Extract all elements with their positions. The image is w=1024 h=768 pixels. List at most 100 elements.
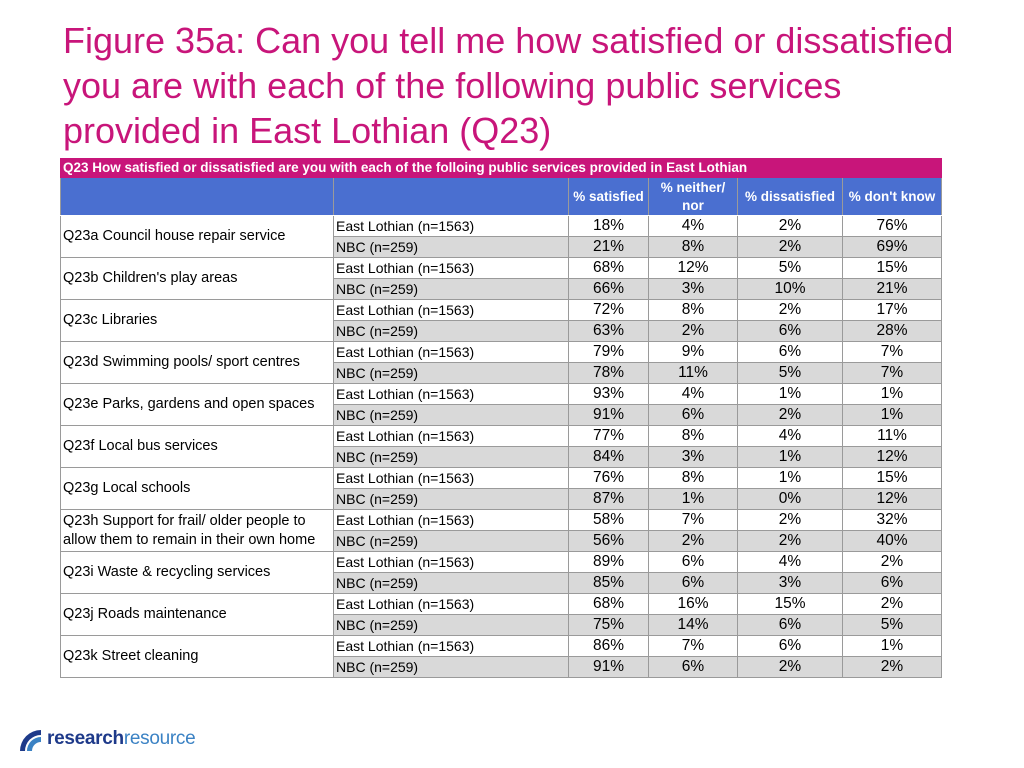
group-label: East Lothian (n=1563) (333, 467, 569, 489)
value-cell: 63% (568, 320, 649, 342)
question-label: Q23h Support for frail/ older people to … (60, 509, 334, 552)
value-cell: 2% (737, 299, 843, 321)
group-label: NBC (n=259) (333, 572, 569, 594)
value-cell: 11% (648, 362, 738, 384)
value-cell: 3% (648, 446, 738, 468)
group-label: East Lothian (n=1563) (333, 341, 569, 363)
value-cell: 77% (568, 425, 649, 447)
value-cell: 3% (737, 572, 843, 594)
table-row: Q23c Libraries East Lothian (n=1563) 72% 8%… (60, 299, 942, 342)
value-cell: 8% (648, 236, 738, 258)
research-resource-logo: researchresource (14, 720, 196, 758)
table-row: Q23g Local schools East Lothian (n=1563) 7… (60, 467, 942, 510)
value-cell: 4% (737, 551, 843, 573)
value-cell: 1% (737, 446, 843, 468)
table-row: Q23j Roads maintenance East Lothian (n=15… (60, 593, 942, 636)
value-cell: 21% (842, 278, 942, 300)
page-title: Figure 35a: Can you tell me how satisfie… (63, 20, 954, 151)
group-label: East Lothian (n=1563) (333, 593, 569, 615)
value-cell: 8% (648, 467, 738, 489)
value-cell: 12% (842, 446, 942, 468)
group-label: NBC (n=259) (333, 446, 569, 468)
table-row: NBC (n=259) 91% 6% 2% 2% (61, 656, 942, 678)
question-label: Q23g Local schools (60, 467, 334, 510)
value-cell: 5% (737, 362, 843, 384)
value-cell: 2% (737, 530, 843, 552)
value-cell: 6% (737, 614, 843, 636)
value-cell: 2% (648, 320, 738, 342)
value-cell: 2% (842, 656, 942, 678)
value-cell: 66% (568, 278, 649, 300)
value-cell: 21% (568, 236, 649, 258)
table-row: NBC (n=259) 63% 2% 6% 28% (61, 320, 942, 342)
header-neither-nor: % neither/ nor (648, 177, 738, 216)
value-cell: 4% (648, 215, 738, 237)
value-cell: 6% (737, 635, 843, 657)
value-cell: 2% (737, 236, 843, 258)
table-row: NBC (n=259) 21% 8% 2% 69% (61, 236, 942, 258)
table-row: Q23d Swimming pools/ sport centres East L… (60, 341, 942, 384)
header-blank-question (60, 177, 334, 216)
value-cell: 15% (737, 593, 843, 615)
value-cell: 7% (842, 341, 942, 363)
value-cell: 1% (737, 467, 843, 489)
group-label: NBC (n=259) (333, 362, 569, 384)
value-cell: 58% (568, 509, 649, 531)
table-row: NBC (n=259) 56% 2% 2% 40% (61, 530, 942, 552)
header-satisfied: % satisfied (568, 177, 649, 216)
value-cell: 10% (737, 278, 843, 300)
table-caption: Q23 How satisfied or dissatisfied are yo… (60, 158, 942, 178)
table-row: NBC (n=259) 91% 6% 2% 1% (61, 404, 942, 426)
logo-text-resource: resource (123, 728, 196, 749)
table-row: Q23f Local bus services East Lothian (n=1… (60, 425, 942, 468)
value-cell: 75% (568, 614, 649, 636)
question-label: Q23c Libraries (60, 299, 334, 342)
table-row: Q23e Parks, gardens and open spaces East … (60, 383, 942, 426)
value-cell: 11% (842, 425, 942, 447)
value-cell: 7% (842, 362, 942, 384)
value-cell: 79% (568, 341, 649, 363)
value-cell: 2% (737, 404, 843, 426)
question-label: Q23j Roads maintenance (60, 593, 334, 636)
value-cell: 7% (648, 509, 738, 531)
value-cell: 78% (568, 362, 649, 384)
value-cell: 69% (842, 236, 942, 258)
group-label: East Lothian (n=1563) (333, 509, 569, 531)
value-cell: 2% (737, 215, 843, 237)
value-cell: 0% (737, 488, 843, 510)
value-cell: 85% (568, 572, 649, 594)
table-row: NBC (n=259) 78% 11% 5% 7% (61, 362, 942, 384)
value-cell: 5% (737, 257, 843, 279)
satisfaction-table: Q23 How satisfied or dissatisfied are yo… (60, 158, 942, 678)
table-row: Q23h Support for frail/ older people to … (60, 509, 942, 552)
group-label: NBC (n=259) (333, 278, 569, 300)
table-row: NBC (n=259) 87% 1% 0% 12% (61, 488, 942, 510)
question-label: Q23f Local bus services (60, 425, 334, 468)
value-cell: 15% (842, 257, 942, 279)
table-row: Q23k Street cleaning East Lothian (n=1563… (60, 635, 942, 678)
value-cell: 89% (568, 551, 649, 573)
group-label: NBC (n=259) (333, 488, 569, 510)
group-label: East Lothian (n=1563) (333, 383, 569, 405)
value-cell: 14% (648, 614, 738, 636)
value-cell: 7% (648, 635, 738, 657)
value-cell: 8% (648, 425, 738, 447)
value-cell: 12% (648, 257, 738, 279)
table-header-row: % satisfied % neither/ nor % dissatisfie… (60, 177, 942, 216)
logo-text-research: research (47, 728, 124, 749)
value-cell: 1% (842, 383, 942, 405)
question-label: Q23b Children's play areas (60, 257, 334, 300)
value-cell: 32% (842, 509, 942, 531)
value-cell: 6% (648, 404, 738, 426)
group-label: NBC (n=259) (333, 656, 569, 678)
table-row: NBC (n=259) 85% 6% 3% 6% (61, 572, 942, 594)
group-label: East Lothian (n=1563) (333, 635, 569, 657)
value-cell: 1% (842, 404, 942, 426)
value-cell: 76% (842, 215, 942, 237)
group-label: NBC (n=259) (333, 530, 569, 552)
value-cell: 6% (737, 320, 843, 342)
value-cell: 91% (568, 404, 649, 426)
value-cell: 86% (568, 635, 649, 657)
value-cell: 28% (842, 320, 942, 342)
table-row: Q23a Council house repair service East Lo… (60, 215, 942, 258)
